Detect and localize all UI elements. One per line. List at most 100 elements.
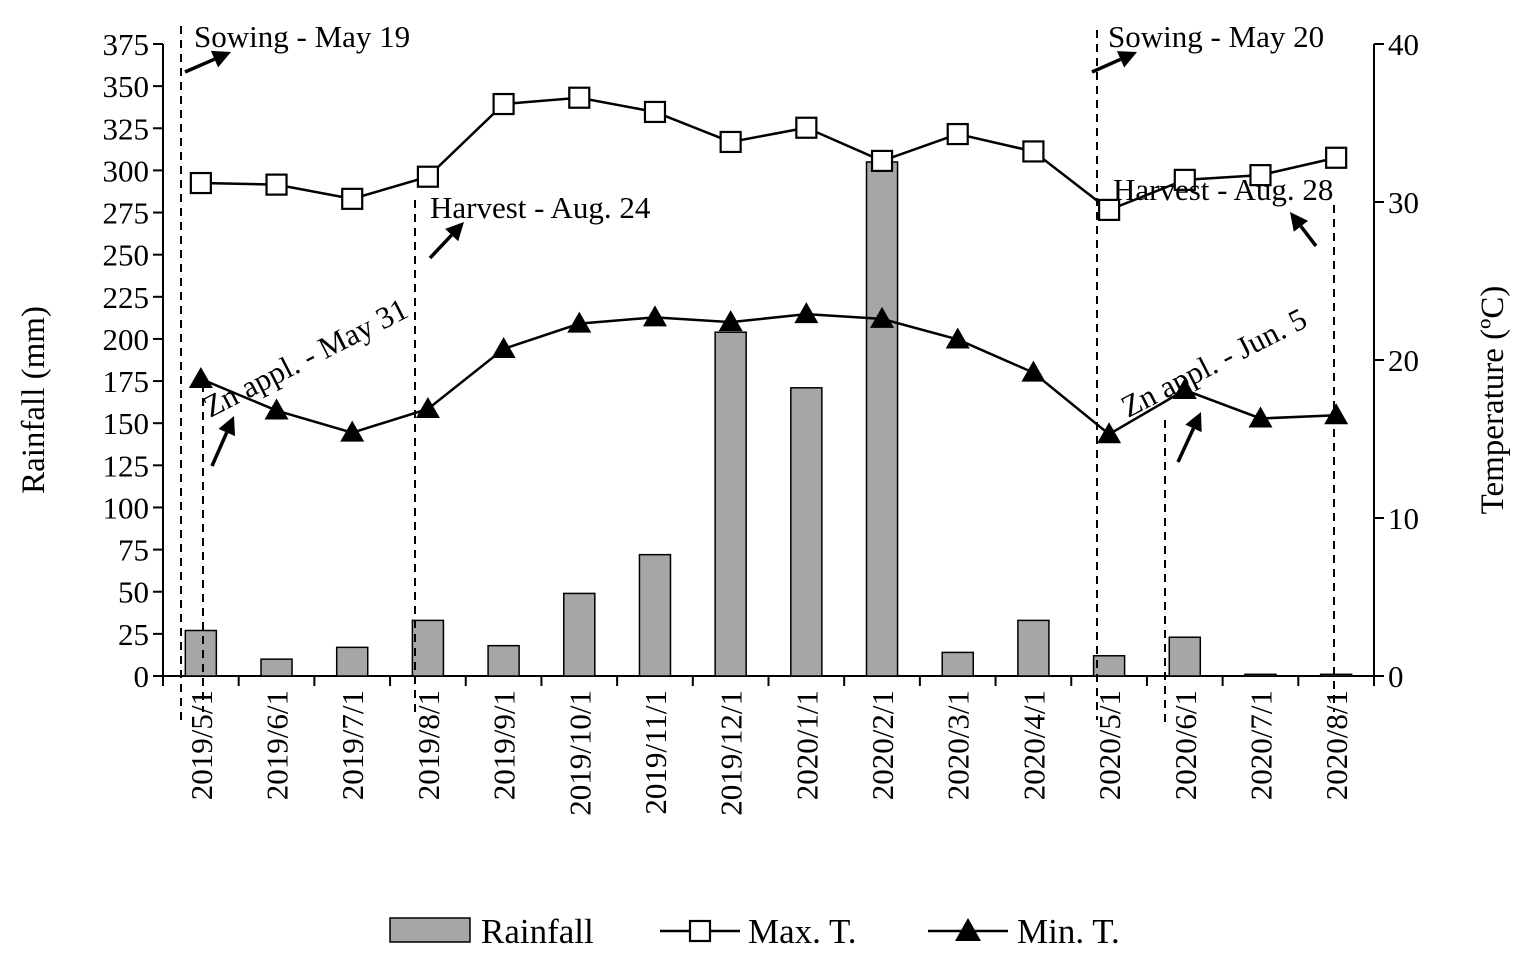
left-tick-label: 200 bbox=[103, 322, 150, 357]
arrow-head bbox=[1185, 412, 1202, 433]
left-tick-label: 325 bbox=[103, 111, 150, 146]
x-tick-label: 2020/8/1 bbox=[1319, 690, 1354, 800]
min-temp-marker bbox=[642, 305, 667, 327]
x-tick-label: 2019/10/1 bbox=[562, 690, 597, 816]
x-tick-label: 2020/1/1 bbox=[789, 690, 824, 800]
max-temp-line bbox=[200, 96, 1337, 212]
x-tick-label: 2020/6/1 bbox=[1168, 690, 1203, 800]
x-tick-label: 2019/8/1 bbox=[411, 690, 446, 800]
annotation-label: Sowing - May 20 bbox=[1108, 19, 1324, 54]
annotation-label: Harvest - Aug. 28 bbox=[1113, 172, 1333, 207]
x-tick-label: 2019/12/1 bbox=[714, 690, 749, 816]
left-tick-label: 375 bbox=[103, 27, 150, 62]
left-tick-label: 0 bbox=[134, 659, 150, 694]
min-temp-marker bbox=[1021, 360, 1046, 382]
min-temp-marker bbox=[945, 327, 970, 349]
min-temp-marker bbox=[491, 336, 516, 358]
min-temp-marker bbox=[1248, 406, 1273, 428]
rainfall-bar bbox=[563, 592, 596, 677]
x-tick-label: 2019/6/1 bbox=[260, 690, 295, 800]
arrow-head bbox=[218, 416, 235, 437]
annotation-label: Zn appl. - May 31 bbox=[197, 291, 413, 424]
rainfall-bar bbox=[1319, 673, 1353, 677]
event-lines bbox=[180, 26, 1335, 722]
min-temp-marker bbox=[1324, 403, 1349, 425]
x-tick-label: 2020/7/1 bbox=[1243, 690, 1278, 800]
left-tick-label: 250 bbox=[103, 238, 150, 273]
min-temp-marker bbox=[415, 396, 440, 418]
arrow-head bbox=[1116, 51, 1137, 68]
rainfall-bar bbox=[260, 658, 293, 677]
max-temp-marker bbox=[1173, 168, 1196, 191]
min-temp-marker bbox=[567, 311, 592, 333]
legend-swatch-rainfall bbox=[389, 917, 471, 943]
rainfall-bar bbox=[1092, 655, 1126, 677]
annotation-arrow bbox=[1091, 57, 1122, 74]
max-temp-marker bbox=[265, 173, 288, 196]
rainfall-bar bbox=[714, 331, 747, 677]
max-temp-marker bbox=[189, 171, 212, 195]
left-tick-label: 350 bbox=[103, 69, 150, 104]
arrow-head bbox=[1290, 212, 1309, 232]
arrow-head bbox=[210, 50, 231, 68]
max-temp-marker bbox=[568, 86, 591, 109]
min-temp-marker bbox=[794, 302, 819, 324]
left-tick-label: 125 bbox=[103, 448, 150, 483]
max-temp-marker bbox=[1097, 198, 1121, 221]
arrow-head bbox=[445, 222, 464, 242]
max-temp-marker bbox=[1325, 146, 1348, 169]
rainfall-bar bbox=[1168, 636, 1202, 677]
max-temp-marker bbox=[492, 92, 515, 116]
annotation-arrow bbox=[210, 431, 229, 467]
annotation-arrow bbox=[1299, 225, 1318, 248]
legend-label-min: Min. T. bbox=[1017, 912, 1120, 951]
max-temp-marker bbox=[416, 165, 440, 188]
rainfall-bar bbox=[184, 629, 218, 677]
rainfall-bar bbox=[941, 651, 974, 677]
annotation-label: Sowing - May 19 bbox=[194, 19, 410, 54]
annotation-arrow bbox=[428, 233, 453, 260]
legend: Rainfall Max. T. Min. T. bbox=[389, 912, 1120, 951]
legend-marker-min bbox=[955, 918, 981, 941]
annotation-label: Harvest - Aug. 24 bbox=[430, 190, 651, 225]
annotations: Sowing - May 19 Harvest - Aug. 24 Zn appl.… bbox=[184, 19, 1333, 467]
left-tick-label: 225 bbox=[103, 280, 150, 315]
left-tick-label: 50 bbox=[118, 575, 149, 610]
min-temp-marker bbox=[718, 310, 743, 332]
max-temp-marker bbox=[719, 130, 742, 154]
x-tick-label: 2019/5/1 bbox=[184, 690, 219, 800]
right-tick-label: 20 bbox=[1388, 343, 1419, 378]
left-tick-label: 300 bbox=[103, 153, 150, 188]
min-temp-marker bbox=[188, 366, 213, 388]
min-temp-marker bbox=[870, 306, 895, 328]
max-temp-marker bbox=[870, 149, 894, 173]
x-tick-label: 2020/2/1 bbox=[865, 690, 900, 800]
x-tick-label: 2020/3/1 bbox=[941, 690, 976, 800]
annotation-arrow bbox=[184, 57, 216, 74]
annotation-arrow bbox=[1176, 427, 1196, 463]
min-temp-marker bbox=[1172, 378, 1197, 400]
x-tick-label: 2020/4/1 bbox=[1016, 690, 1051, 800]
left-tick-label: 150 bbox=[103, 406, 150, 441]
min-temp-line bbox=[200, 312, 1337, 436]
x-tick-label: 2019/11/1 bbox=[638, 690, 673, 815]
annotation-label: Zn appl. - Jun. 5 bbox=[1115, 301, 1312, 424]
rainfall-bar bbox=[1017, 619, 1050, 677]
rainfall-bar bbox=[411, 619, 445, 677]
min-temp-marker bbox=[264, 398, 289, 420]
left-tick-label: 75 bbox=[118, 533, 149, 568]
legend-label-rainfall: Rainfall bbox=[481, 912, 594, 951]
right-tick-label: 0 bbox=[1388, 659, 1404, 694]
right-tick-label: 30 bbox=[1388, 185, 1419, 220]
right-axis-title: Temperature (ºC) bbox=[1475, 286, 1511, 515]
rainfall-bar bbox=[1244, 673, 1277, 677]
max-temp-marker bbox=[341, 187, 364, 210]
max-temp-marker bbox=[1249, 164, 1272, 187]
right-tick-label: 10 bbox=[1388, 501, 1419, 536]
axes-group: 0255075100125150175200225250275300325350… bbox=[16, 27, 1511, 816]
left-tick-label: 100 bbox=[103, 490, 150, 525]
max-temp-marker bbox=[795, 116, 818, 139]
rainfall-bar bbox=[638, 553, 672, 677]
